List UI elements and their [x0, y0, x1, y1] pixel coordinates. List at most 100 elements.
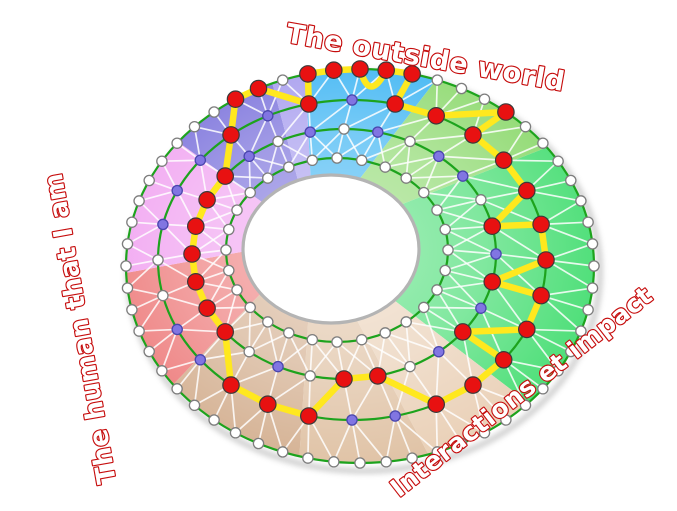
red-node	[351, 60, 369, 78]
white-node	[439, 264, 451, 277]
white-node	[157, 289, 169, 302]
white-node	[283, 327, 295, 339]
white-node	[171, 137, 183, 149]
white-node	[331, 336, 343, 348]
red-node	[427, 107, 445, 125]
red-node	[537, 251, 555, 269]
white-node	[355, 154, 368, 167]
purple-node	[243, 150, 255, 163]
white-node	[478, 93, 491, 105]
white-node	[586, 238, 599, 250]
purple-node	[272, 360, 284, 373]
red-node	[532, 215, 550, 234]
white-node	[223, 264, 235, 277]
red-node	[497, 103, 515, 121]
white-node	[152, 254, 164, 266]
white-node	[418, 186, 430, 199]
white-node	[231, 204, 243, 216]
red-node	[483, 272, 501, 291]
white-node	[331, 152, 343, 164]
white-node	[208, 414, 220, 426]
white-node	[442, 244, 454, 256]
white-node	[220, 244, 232, 256]
purple-node	[194, 354, 207, 366]
white-node	[404, 135, 416, 148]
donut-hole	[241, 173, 421, 325]
white-node	[404, 360, 416, 373]
white-node	[121, 282, 134, 294]
white-node	[431, 446, 444, 458]
white-node	[133, 325, 145, 337]
label-human-that-i-am: The human that I am	[39, 171, 123, 486]
white-node	[126, 216, 138, 228]
white-node	[575, 325, 587, 337]
red-node	[464, 376, 482, 394]
white-node	[355, 333, 368, 346]
white-node	[431, 204, 443, 216]
red-node	[377, 61, 395, 79]
white-node	[475, 194, 487, 206]
white-node	[582, 304, 594, 316]
purple-node	[490, 248, 502, 260]
white-node	[143, 345, 155, 358]
white-node	[229, 427, 242, 439]
red-node	[299, 95, 318, 113]
red-node	[464, 126, 482, 144]
white-node	[565, 345, 577, 358]
red-node	[258, 395, 277, 413]
white-node	[400, 172, 412, 184]
red-node	[249, 79, 268, 98]
red-node	[187, 217, 205, 235]
red-node	[386, 95, 404, 113]
red-node	[453, 323, 472, 341]
white-node	[455, 437, 468, 450]
white-node	[406, 452, 418, 464]
red-node	[226, 90, 245, 108]
white-node	[188, 399, 201, 412]
white-node	[400, 316, 412, 328]
white-node	[223, 223, 235, 236]
red-node	[222, 126, 240, 144]
purple-node	[433, 345, 445, 358]
white-node	[379, 161, 391, 173]
red-node	[335, 370, 353, 388]
white-node	[552, 365, 564, 377]
red-node	[517, 320, 536, 339]
white-node	[156, 365, 168, 377]
white-node	[120, 260, 132, 272]
red-node	[517, 181, 536, 200]
white-node	[439, 223, 451, 236]
red-node	[532, 286, 550, 305]
purple-node	[262, 110, 274, 122]
white-node	[418, 301, 430, 314]
red-node	[216, 323, 234, 341]
red-node	[494, 151, 513, 169]
white-node	[306, 333, 319, 346]
red-node	[427, 395, 445, 413]
white-node	[262, 172, 274, 184]
white-node	[302, 452, 314, 464]
purple-node	[194, 154, 207, 166]
purple-node	[372, 126, 384, 138]
white-node	[262, 316, 274, 328]
white-node	[283, 161, 295, 173]
white-node	[244, 301, 256, 314]
purple-node	[346, 414, 358, 426]
purple-node	[457, 170, 469, 182]
red-node	[198, 191, 216, 209]
red-node	[324, 61, 343, 79]
purple-node	[171, 184, 183, 197]
red-node	[494, 350, 513, 369]
white-node	[208, 106, 220, 118]
white-node	[588, 260, 600, 272]
white-node	[252, 437, 265, 450]
white-node	[171, 383, 183, 395]
purple-node	[475, 302, 487, 314]
white-node	[537, 137, 549, 149]
white-node	[121, 238, 134, 250]
white-node	[519, 399, 532, 412]
white-node	[126, 304, 138, 316]
white-node	[272, 135, 284, 148]
white-node	[380, 456, 392, 468]
